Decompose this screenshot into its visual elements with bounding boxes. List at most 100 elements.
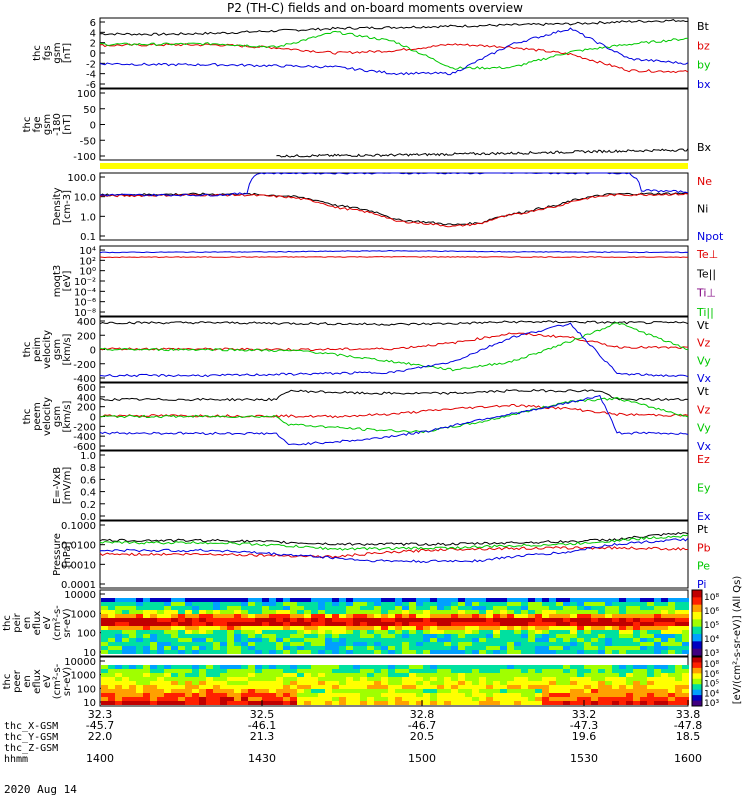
panel-1-ytick: 0	[90, 121, 96, 132]
series-Bx	[276, 148, 689, 158]
panel-7-ytick: 0.1000	[61, 521, 96, 532]
colorbar-segment	[692, 634, 702, 642]
panel-5-ytick: 400	[77, 393, 96, 404]
series-Vt	[99, 389, 689, 402]
series-Vz	[99, 332, 689, 351]
panel-4-ylabel: peim	[32, 337, 43, 362]
colorbar-segment	[692, 678, 702, 685]
panel-7-ylabel: [nPa]	[62, 541, 73, 567]
xrow-value: -46.7	[408, 719, 436, 732]
series-by	[99, 30, 689, 70]
xrow-label: thc_Z-GSM	[4, 743, 58, 754]
colorbar-segment	[692, 641, 702, 650]
colorbar-segment	[692, 667, 702, 674]
series-Vx	[99, 394, 689, 446]
panel-8-ylabel: eflux	[32, 611, 43, 636]
panel-0-ytick: -6	[86, 80, 96, 91]
panel-8-ylabel: en	[22, 617, 33, 630]
panel-0-ylabel: thc	[32, 45, 43, 61]
panel-8-ylabel: thc	[2, 615, 13, 631]
panel-5-ylabel: gsm	[52, 406, 63, 427]
panel-6-ytick: 1.0	[80, 451, 96, 462]
colorbar-segment	[692, 626, 702, 635]
panel-6-ylabel: [mV/m]	[62, 467, 73, 505]
panel-8-ylabel: peir	[12, 612, 23, 632]
panel-9-ylabel: sr-eV)	[62, 667, 73, 696]
panel-1-ylabel: [nT]	[62, 114, 73, 134]
series-Npot	[99, 172, 689, 197]
series-Pb	[99, 546, 689, 559]
panel-4-ylabel: [km/s]	[62, 333, 73, 365]
xrow-value: -47.8	[674, 719, 702, 732]
panel-4-legend-Vx: Vx	[697, 372, 712, 385]
colorbar-tick: 10⁸	[704, 660, 719, 670]
status-bar	[100, 163, 688, 169]
panel-2-ytick: 0.1	[80, 232, 96, 243]
figure-title: P2 (TH-C) fields and on-board moments ov…	[227, 1, 523, 15]
colorbar-segment	[692, 673, 702, 680]
panel-5-legend-Vy: Vy	[697, 422, 711, 435]
colorbar-tick: 10³	[704, 699, 719, 709]
panel-6-legend-Ex: Ex	[697, 510, 711, 523]
series-bz	[99, 43, 689, 74]
colorbar-segment	[692, 619, 702, 628]
panel-frame-6	[99, 450, 689, 521]
panel-4-legend-Vz: Vz	[697, 337, 711, 350]
panel-1-ylabel: fge	[32, 116, 43, 132]
panel-1-ytick: -100	[73, 152, 96, 163]
panel-3-ytick: 10²	[79, 256, 96, 267]
colorbar-segment	[692, 700, 702, 707]
colorbar-segment	[692, 648, 702, 657]
panel-frame-2	[99, 172, 689, 241]
panel-6-legend-Ez: Ez	[697, 453, 710, 466]
colorbar-segment	[692, 662, 702, 669]
series-Vx	[99, 322, 689, 378]
panel-2-ytick: 10.0	[74, 193, 96, 204]
panel-frame-7	[99, 520, 689, 589]
series-Vt	[99, 320, 689, 326]
panel-7-ylabel: Pressure	[52, 533, 63, 576]
xrow-value: 1530	[570, 752, 598, 765]
colorbar-segment	[692, 689, 702, 696]
panel-0-ytick: 2	[90, 39, 96, 50]
panel-0-ytick: -2	[86, 59, 96, 70]
panel-5-ylabel: peem	[32, 402, 43, 430]
panel-7-ytick: 0.0010	[61, 560, 96, 571]
colorbar-segment	[692, 612, 702, 620]
panel-9-ylabel: eV	[42, 675, 53, 688]
panel-2-legend-Npot: Npot	[697, 230, 724, 243]
panel-0-legend-bx: bx	[697, 78, 711, 91]
xrow-label: hhmm	[4, 754, 28, 765]
xtick-label: 32.8	[410, 708, 435, 721]
series-Pt	[99, 532, 689, 546]
panel-0-ylabel: gsm	[52, 42, 63, 63]
colorbar-tick: 10⁴	[704, 635, 719, 645]
panel-6-ytick: 0.8	[80, 463, 96, 474]
panel-5-ytick: 600	[77, 383, 96, 394]
xtick-label: 33.8	[676, 708, 701, 721]
panel-0-ytick: -4	[86, 70, 96, 81]
xrow-value: -46.1	[248, 719, 276, 732]
panel-frame-1	[99, 88, 689, 161]
xrow-value: 20.5	[410, 730, 435, 743]
panel-5-ytick: 0	[90, 413, 96, 424]
colorbar-tick: 10⁶	[704, 670, 719, 680]
series-Ne	[99, 192, 689, 228]
panel-7-legend-Pe: Pe	[697, 560, 710, 573]
panel-0-ytick: 4	[90, 28, 96, 39]
panel-2-ytick: 100.0	[67, 173, 96, 184]
xtick-label: 32.5	[250, 708, 275, 721]
xtick-label: 32.3	[88, 708, 113, 721]
xrow-value: 1500	[408, 752, 436, 765]
colorbar-segment	[692, 590, 702, 598]
colorbar-frame	[691, 589, 703, 657]
panel-9-ytick: 10	[83, 698, 96, 709]
panel-3-ytick: 10⁻⁸	[74, 308, 96, 319]
xrow-label: thc_X-GSM	[4, 721, 58, 732]
panel-4-ytick: -200	[73, 360, 96, 371]
panel-9-ylabel: eflux	[32, 669, 43, 694]
panel-2-ytick: 1.0	[80, 212, 96, 223]
xrow-value: -45.7	[86, 719, 114, 732]
panel-0-ylabel: fgs	[42, 45, 53, 60]
